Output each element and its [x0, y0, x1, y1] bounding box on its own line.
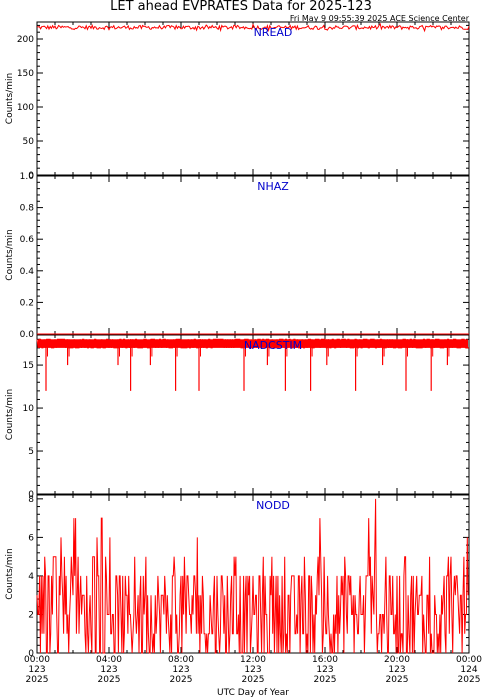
panel-2: 0 5 10 15 Counts/min NADCSTIM: [5, 334, 470, 500]
y-tick-label: 100: [17, 103, 34, 113]
y-tick-label: 0.8: [20, 204, 35, 214]
y-tick-label: 0: [28, 649, 34, 659]
x-tick-label-year: 2025: [242, 675, 265, 685]
timestamp-label: Fri May 9 09:55:39 2025 ACE Science Cent…: [290, 14, 470, 23]
y-tick-label: 10: [23, 404, 35, 414]
series-label: NADCSTIM: [244, 339, 302, 352]
y-tick-label: 200: [17, 35, 34, 45]
chart-title: LET ahead EVPRATES Data for 2025-123: [110, 0, 372, 14]
x-tick-label-time: 12:00: [240, 655, 266, 665]
series-line-nodd: [36, 498, 469, 654]
y-tick-label: 0.6: [20, 235, 35, 245]
panel-frame: [36, 175, 470, 335]
panel-frame: [36, 21, 470, 176]
y-tick-label: 8: [28, 495, 34, 505]
y-axis-label: Counts/min: [5, 548, 15, 599]
series-label: NREAD: [254, 26, 293, 39]
series-line-nread: [36, 22, 470, 33]
x-tick-label-time: 16:00: [312, 655, 338, 665]
x-tick-label-time: 20:00: [384, 655, 410, 665]
x-tick-label-doy: 123: [100, 665, 117, 675]
panel-0: 0 50 100 150 200 Counts/min NREAD: [5, 21, 470, 181]
x-tick-label-doy: 123: [316, 665, 333, 675]
y-axis-label: Counts/min: [5, 229, 15, 280]
y-tick-label: 15: [23, 361, 34, 371]
panel-1: 0.0 0.2 0.4 0.6 0.8 1.0 Counts/min NHAZ: [5, 172, 470, 340]
series-line-nadcstim: [36, 338, 469, 349]
x-tick-label-year: 2025: [386, 675, 409, 685]
x-tick-label-time: 00:00: [456, 655, 482, 665]
y-tick-label: 0.2: [20, 298, 34, 308]
x-tick-label-year: 2025: [314, 675, 337, 685]
x-tick-label-doy: 123: [388, 665, 405, 675]
x-tick-label-doy: 124: [460, 665, 477, 675]
panel-frame: [36, 334, 470, 495]
x-tick-label-year: 2025: [26, 675, 49, 685]
y-tick-label: 5: [28, 447, 34, 457]
y-axis-label: Counts/min: [5, 389, 15, 440]
y-tick-label: 0.0: [20, 330, 35, 340]
x-tick-label-year: 2025: [98, 675, 121, 685]
y-tick-label: 6: [28, 533, 34, 543]
series-label: NHAZ: [257, 180, 289, 193]
x-tick-label-year: 2025: [170, 675, 193, 685]
y-tick-label: 2: [28, 610, 34, 620]
x-tick-label-doy: 123: [28, 665, 45, 675]
y-tick-label: 4: [28, 572, 34, 582]
y-axis-label: Counts/min: [5, 73, 15, 124]
panel-3: 0 2 4 6 8 Counts/min NODD: [5, 494, 470, 659]
x-tick-label-time: 04:00: [96, 655, 122, 665]
x-axis: 00:00123202504:00123202508:00123202512:0…: [24, 655, 482, 685]
x-tick-label-doy: 123: [244, 665, 261, 675]
series-band-nadcstim: [38, 339, 468, 348]
y-tick-label: 150: [17, 69, 34, 79]
x-axis-label: UTC Day of Year: [217, 688, 289, 698]
x-tick-label-time: 08:00: [168, 655, 194, 665]
x-tick-label-year: 2025: [458, 675, 481, 685]
y-tick-label: 1.0: [20, 172, 35, 182]
y-tick-label: 0: [28, 171, 34, 181]
panels-group: 050100150200Counts/minNREAD0.00.20.40.60…: [5, 21, 470, 659]
x-tick-label-doy: 123: [172, 665, 189, 675]
y-tick-label: 0.4: [20, 267, 35, 277]
x-tick-label-time: 00:00: [24, 655, 50, 665]
series-label: NODD: [256, 499, 290, 512]
y-tick-label: 0: [28, 490, 34, 500]
y-tick-label: 50: [23, 137, 35, 147]
